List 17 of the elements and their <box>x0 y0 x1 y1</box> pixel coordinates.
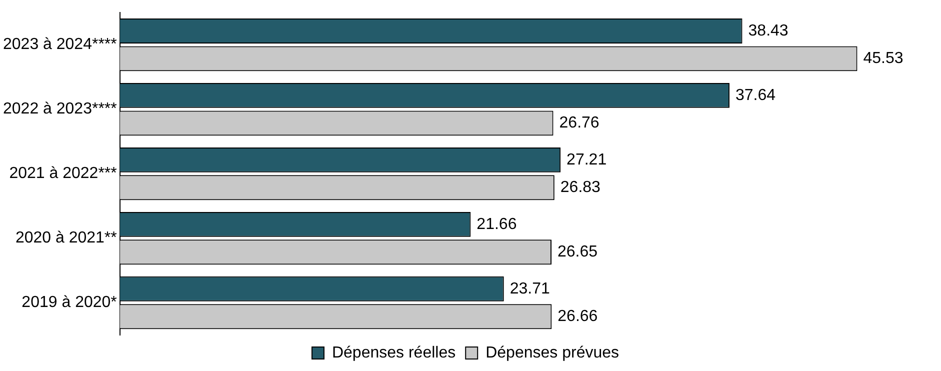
data-label: 26.65 <box>557 244 598 261</box>
data-label: 27.21 <box>566 151 607 168</box>
data-label: 45.53 <box>863 50 904 68</box>
y-tick-label: 2022 à 2023**** <box>2 100 117 118</box>
data-label: 23.71 <box>510 280 550 298</box>
y-tick-label: 2023 à 2024**** <box>2 36 117 54</box>
data-label: 26.66 <box>558 308 598 326</box>
y-tick-label: 2021 à 2022*** <box>9 165 117 182</box>
y-tick-label: 2020 à 2021** <box>15 230 117 247</box>
y-tick-label: 2019 à 2020* <box>22 294 117 312</box>
data-label: 38.43 <box>748 22 788 40</box>
data-label: 37.64 <box>735 86 776 104</box>
data-label: 26.76 <box>559 114 600 132</box>
data-label: 26.83 <box>560 179 601 196</box>
legend-label: Dépenses prévues <box>486 344 620 362</box>
legend-label: Dépenses réelles <box>332 344 456 362</box>
data-label: 21.66 <box>476 216 517 233</box>
